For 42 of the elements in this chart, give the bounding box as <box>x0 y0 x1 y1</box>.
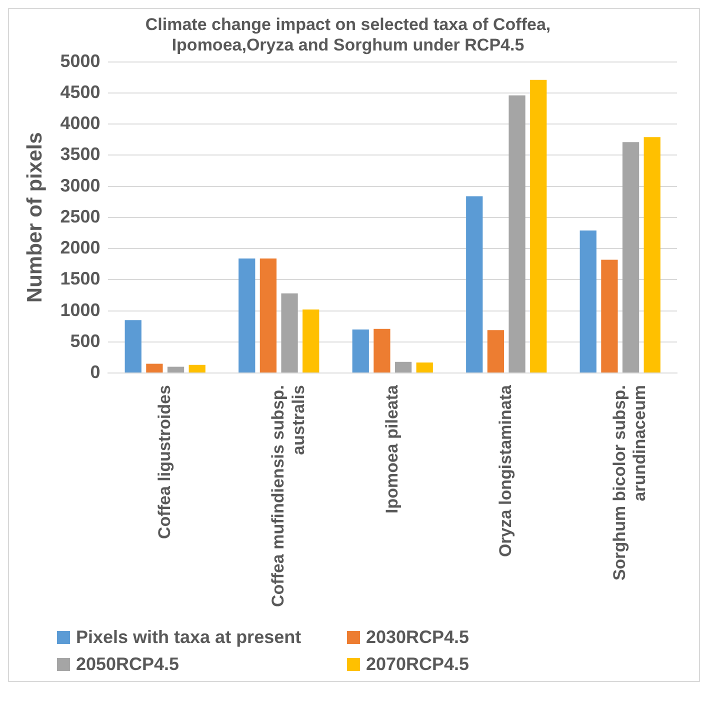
bar <box>601 260 618 373</box>
y-tick-label: 2000 <box>60 238 100 258</box>
bar <box>124 320 142 373</box>
bar <box>302 310 320 373</box>
y-tick-label: 2500 <box>60 206 100 226</box>
bar <box>238 258 256 373</box>
bar <box>188 364 206 373</box>
chart-title: Climate change impact on selected taxa of Coffea, Ipomoea,Oryza and Sorghum under RCP4.5 <box>145 14 551 54</box>
x-tick-label: Oryza longistaminata <box>496 384 516 557</box>
legend-label: 2070RCP4.5 <box>366 654 470 675</box>
bar <box>146 364 163 373</box>
bar <box>416 362 433 373</box>
y-axis-title: Number of pixels <box>23 132 46 303</box>
x-tick-label: Ipomoea pileata <box>382 384 402 514</box>
bar <box>352 329 369 373</box>
bar <box>374 328 390 373</box>
y-tick-label: 4500 <box>60 82 100 102</box>
bar <box>530 80 547 373</box>
legend-label: 2050RCP4.5 <box>76 654 180 675</box>
x-tick-label: Sorghum bicolor subsp. arundinaceum <box>610 385 650 581</box>
bar <box>281 293 298 373</box>
bar <box>580 230 596 373</box>
y-tick-label: 5000 <box>60 50 100 71</box>
bar <box>260 258 277 373</box>
y-tick-label: 1000 <box>60 300 100 320</box>
legend-label: 2030RCP4.5 <box>366 627 470 648</box>
bar <box>167 366 184 373</box>
legend-label: Pixels with taxa at present <box>76 627 302 648</box>
y-tick-label: 1500 <box>60 268 100 289</box>
y-tick-label: 3500 <box>60 144 100 164</box>
y-tick-label: 500 <box>70 330 100 351</box>
bar <box>487 330 504 373</box>
bar <box>508 95 526 373</box>
bar <box>466 196 483 373</box>
bar <box>394 362 412 373</box>
x-tick-label: Coffea ligustroides <box>154 385 174 539</box>
y-tick-label: 3000 <box>60 175 100 196</box>
y-tick-label: 0 <box>90 362 100 382</box>
x-tick-label: Coffea mufindiensis subsp. australis <box>268 385 308 608</box>
bar <box>622 142 640 373</box>
y-tick-label: 4000 <box>60 113 100 134</box>
bar <box>644 137 660 373</box>
